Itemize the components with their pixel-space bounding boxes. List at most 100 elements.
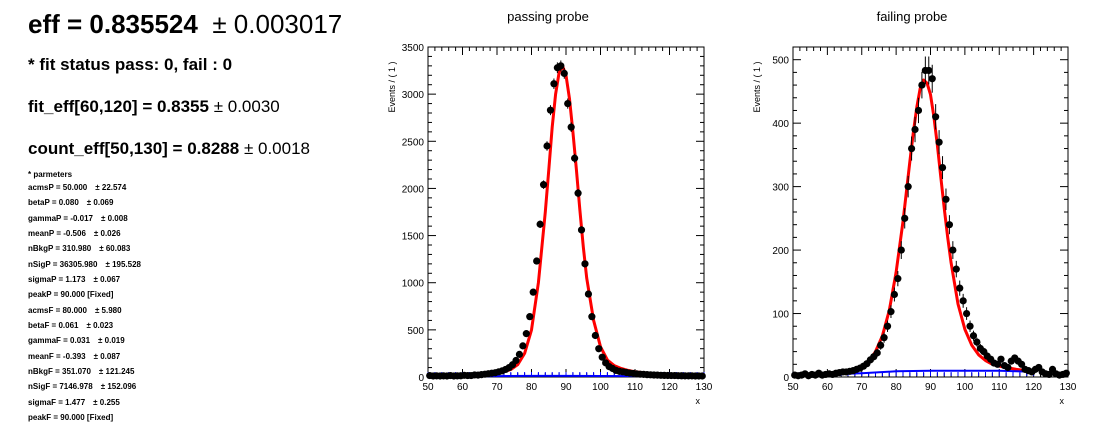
parameter-value: gammaF = 0.031	[28, 336, 91, 346]
parameter-row: nBkgP = 310.980 ± 60.083	[28, 241, 141, 256]
x-tick-label: 110	[991, 382, 1007, 393]
parameter-row: acmsF = 80.000 ± 5.980	[28, 303, 141, 318]
parameter-row: meanF = -0.393 ± 0.087	[28, 349, 141, 364]
parameter-row: betaF = 0.061 ± 0.023	[28, 318, 141, 333]
data-point	[595, 345, 603, 353]
data-point	[993, 360, 1002, 368]
data-point	[598, 353, 606, 361]
parameter-row: sigmaF = 1.477 ± 0.255	[28, 395, 141, 410]
data-point	[918, 81, 926, 89]
data-point	[1017, 360, 1026, 368]
data-point	[887, 308, 895, 316]
fit-efficiency-error: ± 0.0030	[213, 97, 280, 116]
data-point	[938, 163, 947, 172]
x-tick-label: 50	[787, 382, 799, 393]
chart-title: passing probe	[507, 9, 589, 24]
x-tick-label: 100	[592, 382, 609, 393]
data-point	[959, 297, 967, 305]
parameter-value: sigmaF = 1.477	[28, 397, 86, 407]
data-point	[914, 106, 923, 115]
x-tick-label: 100	[957, 382, 974, 393]
data-point	[577, 226, 586, 234]
data-point	[883, 322, 892, 330]
data-point	[539, 181, 548, 189]
y-tick-label: 3000	[402, 90, 425, 101]
x-tick-label: 90	[560, 382, 572, 393]
data-point	[543, 142, 551, 150]
parameter-row: peakF = 90.000 [Fixed]	[28, 410, 141, 425]
count-efficiency-error: ± 0.0018	[243, 139, 310, 158]
y-tick-label: 100	[772, 310, 789, 321]
y-tick-label: 0	[783, 373, 789, 384]
data-point	[945, 221, 954, 229]
parameter-value: meanP = -0.506	[28, 229, 86, 239]
parameter-error: ± 152.096	[100, 382, 137, 392]
parameter-value: nBkgP = 310.980	[28, 244, 92, 254]
data-point	[966, 322, 974, 330]
data-point	[949, 246, 957, 254]
efficiency-value: eff = 0.835524 ± 0.003017	[28, 9, 343, 39]
x-tick-label: 130	[696, 382, 713, 393]
y-tick-label: 3500	[402, 43, 425, 54]
data-point	[956, 284, 964, 292]
parameter-value: acmsF = 80.000	[28, 305, 87, 315]
parameter-error: ± 0.023	[86, 321, 114, 331]
parameter-error: ± 60.083	[99, 244, 131, 254]
parameter-row: peakP = 90.000 [Fixed]	[28, 287, 141, 302]
parameter-value: peakP = 90.000 [Fixed]	[28, 290, 114, 300]
parameter-value: betaP = 0.080	[28, 198, 79, 208]
y-tick-label: 300	[772, 183, 789, 194]
parameter-row: nBkgF = 351.070 ± 121.245	[28, 364, 141, 379]
x-tick-label: 70	[856, 382, 868, 393]
parameter-value: acmsP = 50.000	[28, 183, 88, 192]
data-point	[897, 246, 905, 254]
parameter-row: nSigP = 36305.980 ± 195.528	[28, 257, 141, 272]
data-point	[904, 183, 912, 191]
parameter-row: betaP = 0.080 ± 0.069	[28, 195, 141, 210]
data-point	[962, 309, 971, 318]
parameter-row: gammaF = 0.031 ± 0.019	[28, 333, 141, 348]
data-point	[515, 350, 524, 358]
data-point	[880, 334, 888, 342]
data-point	[1045, 370, 1053, 379]
data-point	[890, 290, 899, 299]
x-tick-label: 50	[422, 382, 434, 393]
fit-status: * fit status pass: 0, fail : 0	[28, 55, 233, 74]
data-point	[873, 349, 881, 357]
data-point	[550, 80, 558, 88]
parameter-error: ± 22.574	[95, 183, 127, 192]
x-tick-label: 70	[491, 382, 503, 393]
data-point	[519, 342, 527, 350]
data-point	[907, 144, 916, 153]
data-point	[564, 99, 572, 108]
data-point	[901, 214, 909, 222]
data-point	[877, 341, 885, 349]
y-tick-label: 1500	[402, 232, 425, 243]
data-point	[584, 290, 593, 298]
y-tick-label: 500	[772, 56, 789, 67]
x-tick-label: 60	[822, 382, 834, 393]
parameter-row: nSigF = 7146.978 ± 152.096	[28, 379, 141, 394]
data-point	[512, 356, 520, 365]
y-tick-label: 500	[407, 326, 424, 337]
parameter-error: ± 121.245	[98, 367, 135, 377]
parameter-error: ± 195.528	[105, 259, 141, 269]
parameter-row: sigmaP = 1.173 ± 0.067	[28, 272, 141, 287]
data-point	[698, 372, 706, 380]
x-tick-label: 80	[526, 382, 538, 393]
x-tick-label: 80	[891, 382, 903, 393]
parameter-error: ± 0.067	[93, 275, 121, 285]
y-tick-label: 2000	[402, 184, 425, 195]
data-point	[928, 75, 936, 83]
failing-probe-chart: failing probe 50 60 70 80 90 100 110 120 130 x 0 100…	[752, 9, 1077, 406]
x-tick-label: 130	[1060, 382, 1077, 393]
parameter-row: acmsP = 50.000 ± 22.574	[28, 180, 141, 195]
x-axis-label: x	[696, 396, 701, 406]
data-point	[529, 288, 537, 296]
data-point	[935, 138, 943, 146]
data-point	[536, 220, 544, 228]
parameter-error: ± 0.069	[86, 198, 114, 208]
data-point	[571, 154, 579, 162]
data-point	[567, 123, 575, 131]
y-axis-label: Events / ( 1 )	[387, 61, 397, 112]
